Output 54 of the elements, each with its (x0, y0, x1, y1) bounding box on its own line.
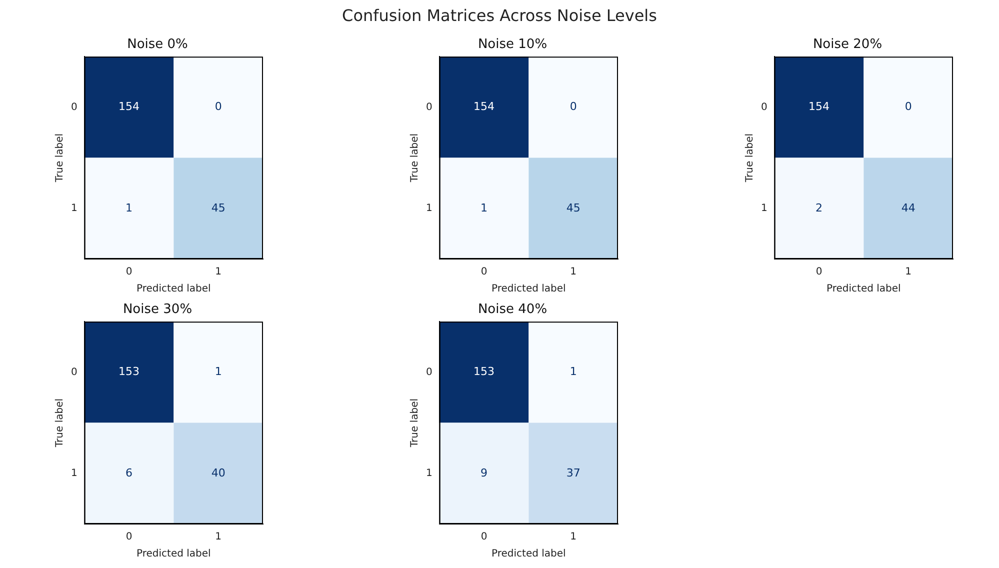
data-label: 1 (214, 365, 222, 378)
data-label: 45 (566, 201, 580, 214)
y-axis-title: True label (410, 398, 421, 448)
chart-title: Noise 10% (478, 37, 548, 52)
data-label: 44 (901, 201, 916, 214)
chart-title: Noise 30% (122, 302, 192, 318)
text: Confusion Matrices Across Noise Levels (341, 6, 658, 25)
data-label: 0 (570, 100, 577, 114)
x-tick-label: 1 (570, 532, 577, 543)
x-axis-title: Predicted label (492, 284, 566, 295)
y-tick-label: 1 (70, 468, 78, 479)
y-tick-label: 0 (426, 366, 432, 378)
data-label: 154 (118, 100, 140, 114)
data-label: 153 (474, 365, 495, 378)
x-axis-title: Predicted label (136, 548, 211, 560)
data-label: 153 (118, 365, 140, 378)
data-label: 0 (214, 100, 222, 114)
y-tick-label: 1 (426, 202, 432, 214)
x-tick-label: 1 (570, 266, 577, 278)
data-label: 1 (126, 201, 133, 214)
data-label: 37 (566, 466, 580, 480)
x-tick-label: 0 (480, 532, 488, 543)
x-axis-title: Predicted label (492, 548, 566, 560)
y-axis-title: True label (410, 133, 421, 184)
x-tick-label: 0 (816, 266, 822, 278)
y-axis-title: True label (54, 133, 66, 184)
x-axis-title: Predicted label (826, 284, 901, 295)
data-label: 154 (474, 100, 495, 114)
x-tick-label: 1 (905, 266, 912, 278)
data-label: 9 (480, 466, 488, 480)
x-tick-label: 1 (215, 266, 222, 278)
data-label: 40 (211, 466, 226, 480)
data-label: 6 (126, 466, 133, 480)
data-label: 0 (904, 100, 912, 114)
chart-title: Noise 20% (812, 37, 882, 52)
chart-title: Noise 0% (127, 37, 188, 52)
y-tick-label: 0 (70, 366, 78, 378)
y-tick-label: 1 (70, 202, 78, 214)
chart-title: Noise 40% (478, 302, 548, 318)
x-tick-label: 0 (126, 266, 132, 278)
y-tick-label: 0 (70, 102, 78, 113)
data-label: 1 (570, 365, 577, 378)
data-label: 154 (808, 100, 830, 114)
x-tick-label: 0 (126, 532, 132, 543)
y-axis-title: True label (54, 398, 66, 448)
data-label: 1 (480, 201, 488, 214)
data-label: 2 (816, 201, 823, 214)
x-tick-label: 1 (215, 532, 222, 543)
y-tick-label: 0 (426, 102, 432, 113)
data-label: 45 (211, 201, 226, 214)
y-tick-label: 1 (426, 468, 432, 479)
x-tick-label: 0 (480, 266, 488, 278)
y-axis-title: True label (744, 133, 756, 184)
x-axis-title: Predicted label (136, 284, 211, 295)
